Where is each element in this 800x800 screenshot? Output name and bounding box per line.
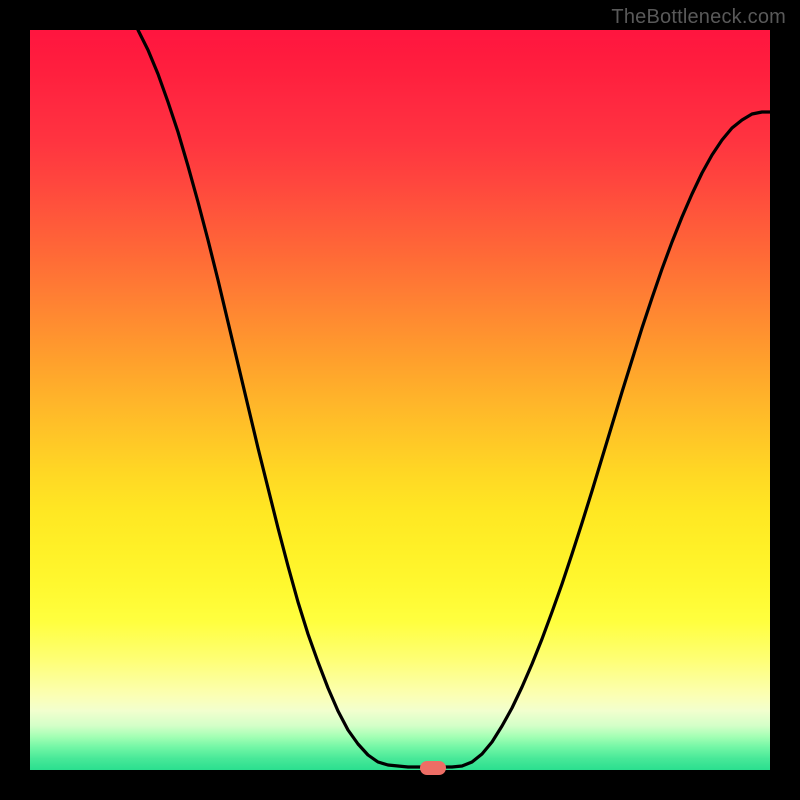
plot-area — [30, 30, 770, 770]
figure-root: TheBottleneck.com — [0, 0, 800, 800]
trough-marker — [420, 761, 446, 775]
chart-svg — [0, 0, 800, 800]
watermark-label: TheBottleneck.com — [611, 6, 786, 29]
